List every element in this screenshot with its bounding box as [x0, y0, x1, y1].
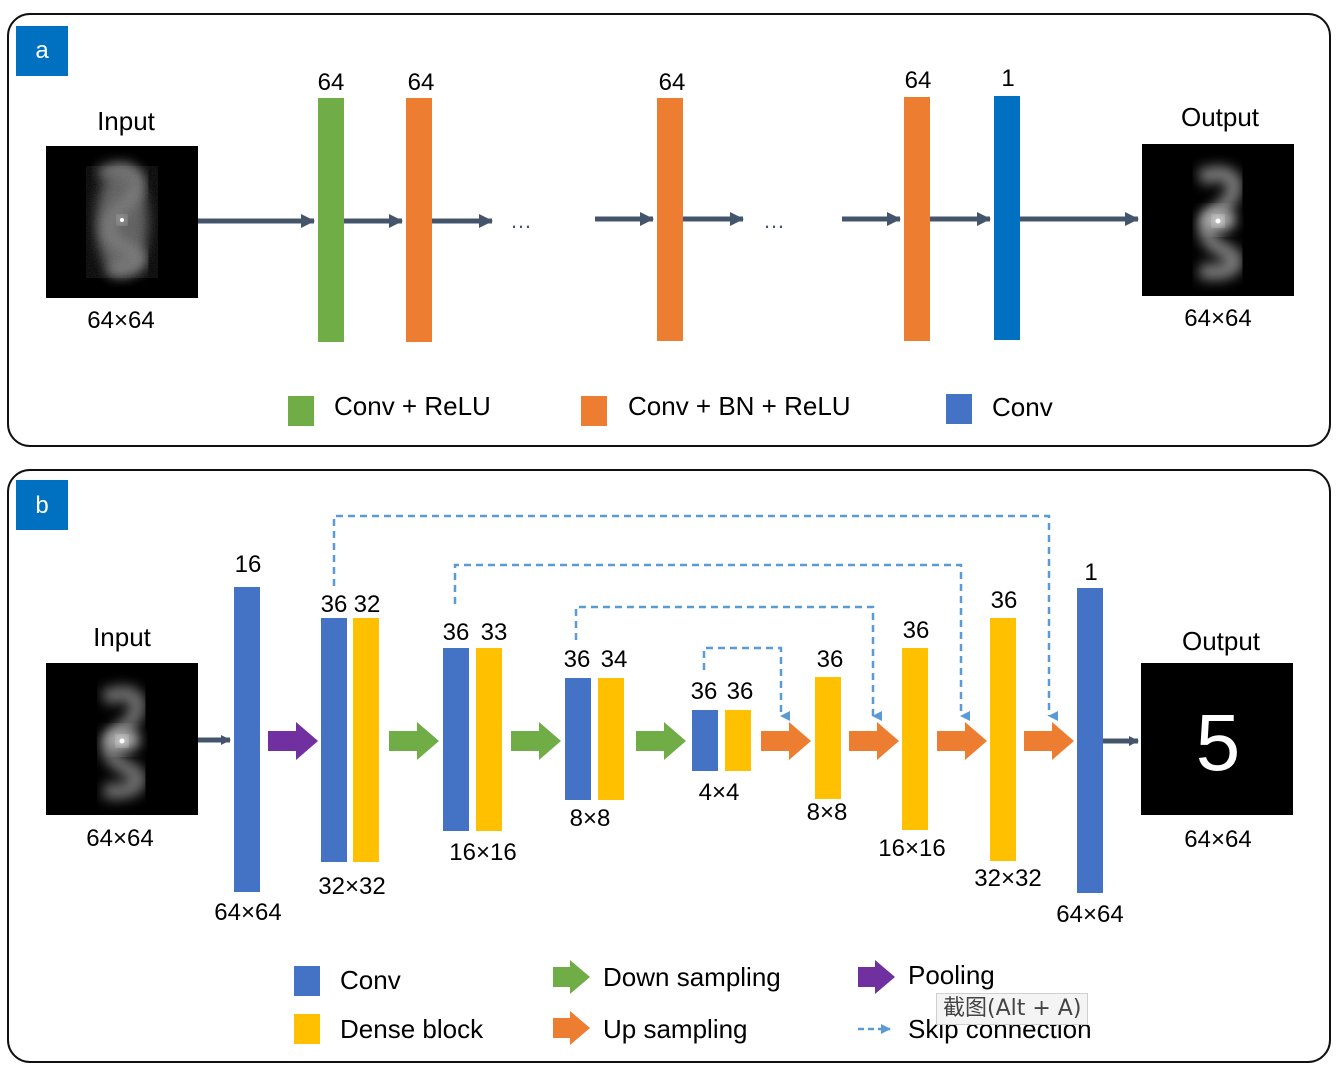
down-sampling-arrow-3: [636, 722, 686, 760]
panel-b-final-conv-size: 64×64: [1056, 901, 1123, 928]
panel-b-final-conv-channels: 1: [1084, 559, 1097, 586]
decoder-3-channels: 36: [991, 587, 1018, 614]
pooling-arrow: [268, 722, 318, 760]
panel-b-first-conv: [234, 587, 260, 892]
encoder-3-conv: [565, 678, 591, 800]
legend-conv-swatch: [294, 966, 320, 996]
panel-a-layer-2: [406, 98, 432, 342]
decoder-3-dense: [990, 618, 1016, 861]
panel-a-badge-label: a: [35, 37, 49, 64]
encoder-4-conv: [692, 710, 718, 771]
panel-a-badge: [16, 26, 68, 76]
panel-a-legend-swatch-2: [581, 396, 607, 426]
panel-a: a Input 64×64 64 64 64 64 1: [7, 13, 1331, 447]
panel-a-output-size: 64×64: [1184, 305, 1251, 332]
encoder-1-dense: [353, 618, 379, 862]
encoder-1-size: 32×32: [318, 873, 385, 900]
panel-a-output-label: Output: [1181, 102, 1260, 132]
panel-a-input-label: Input: [97, 106, 156, 136]
encoder-4-dense: [725, 710, 751, 771]
encoder-2-conv: [443, 648, 469, 831]
panel-a-layer-1: [318, 98, 344, 342]
encoder-1-dense-channels: 32: [354, 591, 381, 618]
legend-pool-icon: [858, 960, 895, 994]
decoder-2-channels: 36: [903, 617, 930, 644]
encoder-1-conv-channels: 36: [321, 591, 348, 618]
panel-a-layer-3-channels: 64: [659, 69, 686, 96]
panel-a-layer-5: [994, 96, 1020, 340]
encoder-2-conv-channels: 36: [443, 619, 470, 646]
encoder-3-dense: [598, 678, 624, 800]
panel-b-output-digit: 5: [1196, 698, 1241, 787]
panel-a-output-image: [1142, 144, 1294, 296]
skip-connection-4: [702, 646, 790, 721]
decoder-1-dense: [815, 677, 841, 799]
encoder-3-conv-channels: 36: [564, 646, 591, 673]
panel-b-output-label: Output: [1182, 626, 1261, 656]
up-sampling-arrow-1: [761, 722, 811, 760]
legend-conv-label: Conv: [340, 965, 401, 995]
panel-a-legend-label-1: Conv + ReLU: [334, 391, 491, 421]
panel-a-input-image: [46, 146, 198, 298]
encoder-3-size: 8×8: [570, 805, 611, 832]
skip-connection-3: [574, 605, 882, 721]
panel-a-legend-swatch-3: [946, 394, 972, 424]
panel-b: b Input 64×64 16 64×64 36 32 32×32: [7, 469, 1331, 1063]
legend-down-icon: [553, 960, 590, 994]
legend-up-icon: [553, 1011, 590, 1045]
encoder-4-dense-channels: 36: [727, 678, 754, 705]
encoder-2-dense: [476, 648, 502, 831]
encoder-2-dense-channels: 33: [481, 619, 508, 646]
panel-a-arrows: [198, 212, 1139, 228]
panel-b-output-image: 5: [1141, 663, 1293, 815]
decoder-2-size: 16×16: [878, 835, 945, 862]
down-sampling-arrow-2: [511, 722, 561, 760]
encoder-1-conv: [321, 618, 347, 862]
panel-b-input-label: Input: [93, 622, 152, 652]
decoder-2-dense: [902, 648, 928, 830]
panel-a-layer-2-channels: 64: [408, 69, 435, 96]
panel-b-badge-label: b: [35, 492, 48, 519]
panel-a-ellipsis-2: …: [763, 208, 785, 233]
legend-dense-label: Dense block: [340, 1014, 484, 1044]
panel-a-layer-4: [904, 97, 930, 341]
skip-connection-2: [453, 563, 970, 721]
panel-b-final-conv: [1077, 588, 1103, 893]
panel-a-legend-label-2: Conv + BN + ReLU: [628, 391, 851, 421]
legend-down-label: Down sampling: [603, 962, 781, 992]
encoder-4-size: 4×4: [699, 779, 740, 806]
decoder-1-channels: 36: [817, 646, 844, 673]
panel-a-input-size: 64×64: [87, 307, 154, 334]
decoder-1-size: 8×8: [807, 799, 848, 826]
down-sampling-arrow-1: [389, 722, 439, 760]
panel-b-badge: [16, 480, 68, 530]
panel-b-input-image: [46, 663, 198, 815]
up-sampling-arrow-4: [1024, 722, 1074, 760]
up-sampling-arrow-2: [849, 722, 899, 760]
panel-a-ellipsis-1: …: [510, 208, 532, 233]
legend-pool-label: Pooling: [908, 960, 995, 990]
up-sampling-arrow-3: [937, 722, 987, 760]
panel-b-input-size: 64×64: [86, 825, 153, 852]
panel-a-layer-1-channels: 64: [318, 69, 345, 96]
decoder-3-size: 32×32: [974, 865, 1041, 892]
encoder-3-dense-channels: 34: [601, 646, 628, 673]
skip-connections: [332, 514, 1058, 721]
panel-a-layer-4-channels: 64: [905, 67, 932, 94]
panel-a-legend-label-3: Conv: [992, 392, 1053, 422]
legend-dense-swatch: [294, 1014, 320, 1044]
panel-b-first-conv-size: 64×64: [214, 899, 281, 926]
legend-up-label: Up sampling: [603, 1014, 748, 1044]
panel-b-output-size: 64×64: [1184, 826, 1251, 853]
encoder-2-size: 16×16: [449, 839, 516, 866]
encoder-4-conv-channels: 36: [691, 678, 718, 705]
panel-a-legend-swatch-1: [288, 396, 314, 426]
panel-b-first-conv-channels: 16: [235, 551, 262, 578]
panel-a-layer-3: [657, 98, 683, 341]
screenshot-tooltip: 截图(Alt + A): [936, 993, 1089, 1025]
panel-a-layer-5-channels: 1: [1001, 65, 1014, 92]
